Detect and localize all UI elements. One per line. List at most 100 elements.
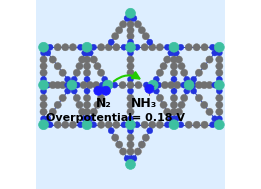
Circle shape: [153, 76, 159, 82]
Circle shape: [135, 85, 139, 89]
Circle shape: [61, 98, 66, 102]
Circle shape: [124, 15, 130, 21]
Circle shape: [216, 108, 223, 115]
Circle shape: [39, 42, 49, 52]
Circle shape: [90, 108, 97, 115]
Circle shape: [193, 121, 200, 128]
Circle shape: [127, 97, 131, 101]
Circle shape: [201, 101, 208, 108]
Circle shape: [67, 80, 77, 90]
Circle shape: [122, 81, 126, 85]
Circle shape: [169, 42, 179, 52]
Circle shape: [216, 97, 220, 101]
Circle shape: [130, 109, 134, 113]
Circle shape: [130, 136, 134, 141]
Circle shape: [144, 124, 148, 129]
Circle shape: [50, 108, 54, 112]
Circle shape: [82, 84, 87, 88]
Circle shape: [184, 88, 190, 94]
Circle shape: [170, 109, 175, 113]
Circle shape: [166, 59, 170, 63]
Circle shape: [130, 33, 134, 37]
Circle shape: [144, 43, 148, 48]
Circle shape: [156, 82, 162, 88]
Circle shape: [216, 56, 223, 63]
Circle shape: [69, 121, 76, 128]
Circle shape: [127, 134, 134, 141]
Circle shape: [40, 108, 47, 115]
Circle shape: [84, 50, 90, 56]
Circle shape: [84, 70, 88, 74]
Circle shape: [181, 94, 188, 101]
Circle shape: [160, 96, 164, 100]
Circle shape: [78, 122, 84, 128]
Circle shape: [157, 47, 161, 51]
Circle shape: [40, 63, 47, 70]
Circle shape: [39, 80, 49, 90]
Circle shape: [195, 69, 203, 76]
Circle shape: [126, 120, 135, 130]
Circle shape: [80, 81, 87, 89]
Circle shape: [164, 122, 170, 128]
Circle shape: [97, 96, 101, 100]
Circle shape: [53, 57, 57, 61]
Circle shape: [57, 121, 61, 125]
Circle shape: [171, 116, 177, 122]
Circle shape: [113, 43, 117, 48]
Circle shape: [170, 101, 177, 108]
Circle shape: [98, 121, 105, 128]
Circle shape: [127, 33, 131, 37]
Circle shape: [58, 96, 63, 100]
Circle shape: [120, 21, 127, 28]
Circle shape: [57, 43, 61, 48]
Circle shape: [130, 97, 134, 101]
Circle shape: [122, 148, 126, 152]
Circle shape: [98, 44, 105, 51]
Circle shape: [215, 120, 224, 130]
Circle shape: [54, 121, 61, 128]
Circle shape: [116, 141, 123, 148]
Circle shape: [127, 101, 134, 108]
Circle shape: [121, 122, 127, 128]
Circle shape: [113, 44, 120, 51]
Circle shape: [201, 124, 205, 129]
Circle shape: [171, 76, 177, 82]
Circle shape: [170, 63, 177, 70]
Circle shape: [112, 82, 118, 88]
Circle shape: [157, 43, 161, 48]
Circle shape: [40, 58, 44, 63]
Circle shape: [70, 47, 74, 51]
Circle shape: [153, 88, 159, 94]
Circle shape: [43, 58, 47, 63]
Circle shape: [127, 141, 134, 148]
Circle shape: [127, 109, 131, 113]
Circle shape: [176, 108, 180, 112]
Circle shape: [121, 44, 127, 50]
Circle shape: [108, 39, 114, 45]
Circle shape: [127, 94, 134, 101]
Circle shape: [180, 70, 185, 74]
Circle shape: [84, 101, 91, 108]
Circle shape: [126, 160, 135, 169]
Circle shape: [156, 44, 163, 51]
Circle shape: [188, 121, 192, 125]
Circle shape: [170, 97, 175, 101]
Circle shape: [119, 149, 123, 153]
Circle shape: [59, 94, 66, 101]
Circle shape: [201, 121, 205, 125]
Circle shape: [191, 82, 197, 88]
Circle shape: [181, 69, 188, 76]
Circle shape: [183, 98, 187, 102]
Circle shape: [201, 43, 205, 48]
Circle shape: [120, 148, 127, 155]
Circle shape: [62, 44, 69, 51]
Circle shape: [91, 122, 97, 128]
Circle shape: [113, 121, 120, 128]
Circle shape: [79, 108, 86, 115]
Circle shape: [84, 97, 88, 101]
Circle shape: [115, 136, 119, 140]
Circle shape: [49, 108, 56, 115]
Circle shape: [40, 69, 47, 76]
Circle shape: [54, 44, 61, 51]
Circle shape: [71, 76, 77, 82]
